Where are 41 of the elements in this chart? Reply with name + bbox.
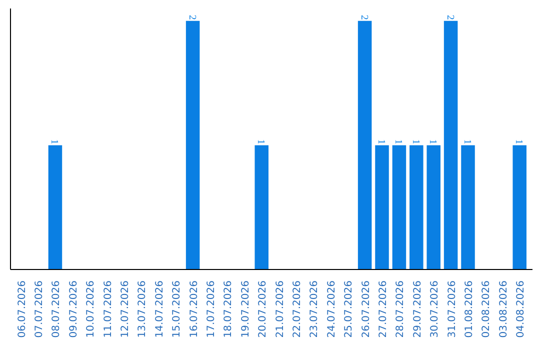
x-tick-label: 11.07.2026	[102, 280, 114, 338]
x-tick-label: 24.07.2026	[326, 280, 338, 338]
x-tick-label: 27.07.2026	[378, 280, 390, 338]
data-label: 2	[186, 14, 198, 20]
data-label: 1	[427, 139, 438, 144]
x-tick-label: 07.07.2026	[34, 280, 46, 338]
x-tick-label: 23.07.2026	[309, 280, 320, 338]
x-tick-label: 29.07.2026	[412, 280, 424, 338]
x-tick-label: 06.07.2026	[16, 280, 28, 338]
x-tick-label: 10.07.2026	[86, 280, 97, 338]
x-tick-label: 17.07.2026	[206, 280, 218, 338]
data-label: 1	[462, 139, 472, 144]
data-label: 1	[255, 139, 266, 144]
x-tick-label: 26.07.2026	[360, 280, 372, 338]
x-tick-label: 14.07.2026	[154, 280, 166, 338]
x-tick-label: 08.07.2026	[51, 280, 62, 338]
x-tick-label: 15.07.2026	[172, 280, 183, 338]
data-label: 1	[410, 139, 421, 144]
data-label: 2	[358, 14, 370, 20]
x-tick-label: 20.07.2026	[258, 280, 269, 338]
x-tick-label: 12.07.2026	[120, 280, 132, 338]
x-tick-label: 21.07.2026	[274, 280, 286, 338]
x-tick-label: 18.07.2026	[223, 280, 234, 338]
x-tick-label: 19.07.2026	[240, 280, 252, 338]
data-label: 2	[444, 14, 456, 20]
x-tick-label: 13.07.2026	[137, 280, 148, 338]
data-label: 1	[48, 139, 60, 144]
x-tick-label: 01.08.2026	[464, 280, 476, 338]
x-tick-label: 28.07.2026	[395, 280, 406, 338]
x-tick-label: 02.08.2026	[481, 280, 492, 338]
x-tick-label: 04.08.2026	[516, 280, 527, 338]
x-tick-label: 22.07.2026	[292, 280, 304, 338]
x-tick-label: 16.07.2026	[188, 280, 200, 338]
data-label: 1	[392, 139, 404, 144]
data-label: 1	[376, 139, 387, 144]
data-label: 1	[513, 139, 524, 144]
x-tick-label: 03.08.2026	[498, 280, 510, 338]
x-tick-label: 25.07.2026	[344, 280, 355, 338]
x-tick-label: 09.07.2026	[68, 280, 80, 338]
x-tick-label: 30.07.2026	[430, 280, 441, 338]
x-tick-label: 31.07.2026	[446, 280, 458, 338]
